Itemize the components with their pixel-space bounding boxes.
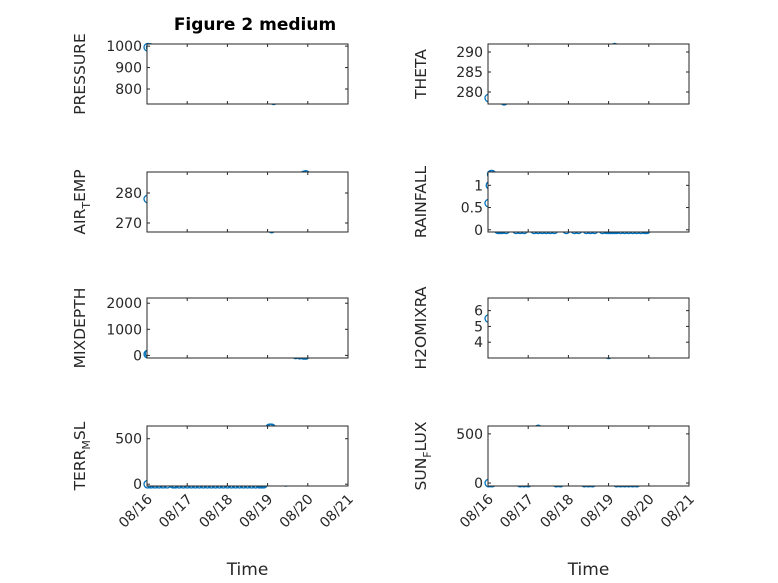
y-label-main: RAINFALL [412,165,430,238]
panel-pressure: 800 900 1000 PRESSURE [71,33,349,115]
axes-box [146,43,349,105]
x-tick-label: 08/16 [457,491,497,531]
x-tick-label: 08/19 [578,492,618,532]
panel-rainfall: 0 0.5 1 RAINFALL [412,165,690,239]
y-tick-label: 1 [474,178,483,194]
y-label-main: SUN [412,458,430,491]
axes-box [146,171,349,233]
panel-theta: 280 285 290 THETA [412,42,690,106]
y-axis-label: TERRMSL [71,421,93,491]
y-label-main: MIXDEPTH [71,288,89,369]
panel-mixdepth: 0 1000 2000 MIXDEPTH [71,288,349,369]
y-axis-label: RAINFALL [412,165,430,238]
y-axis-label: H2OMIXRA [412,286,430,369]
y-tick-label: 500 [115,432,142,448]
x-tick-label: 08/18 [196,492,236,532]
axes-box [487,43,690,105]
x-tick-label: 08/20 [277,492,317,532]
y-tick-label: 280 [456,85,483,101]
x-axis-title: Time [567,560,610,580]
y-tick-label: 800 [115,82,142,98]
x-tick-label: 08/17 [156,492,196,532]
y-tick-label: 0.5 [461,201,483,217]
y-tick-label: 0 [474,476,483,492]
x-tick-label: 08/16 [116,491,156,531]
y-axis-label: AIRTEMP [71,169,93,234]
axes-box [487,171,690,233]
x-tick-label: 08/20 [618,492,658,532]
panel-air-temp: 270 280 AIRTEMP [71,169,349,235]
x-tick-label: 08/17 [497,492,537,532]
y-tick-label: 1000 [106,322,142,338]
y-tick-label: 4 [474,335,483,351]
figure-title: Figure 2 medium [174,15,336,35]
y-label-subscript: M [80,440,93,450]
x-tick-label: 08/21 [658,492,698,532]
y-label-subscript: F [421,451,434,457]
y-label-main: TERR [71,449,89,491]
panel-h2omixra: 456 H2OMIXRA [412,286,690,370]
y-axis-label: THETA [412,49,430,100]
y-label-rest: LUX [412,421,430,451]
x-axis-title: Time [226,560,269,580]
y-tick-label: 270 [115,216,142,232]
y-tick-label: 6 [474,304,483,320]
y-label-main: THETA [412,49,430,100]
axes-box [146,297,349,359]
y-label-rest: EMP [71,169,89,202]
x-tick-label: 08/19 [237,492,277,532]
y-tick-label: 0 [133,477,142,493]
y-label-main: H2OMIXRA [412,286,430,369]
y-label-rest: SL [71,421,89,440]
y-tick-label: 290 [456,45,483,61]
y-label-main: PRESSURE [71,33,89,115]
y-label-main: AIR [71,208,89,234]
y-tick-label: 2000 [106,296,142,312]
y-tick-label: 5 [474,319,483,335]
x-axis-titles: Time Time [226,560,610,580]
y-tick-label: 285 [456,65,483,81]
y-tick-label: 0 [133,348,142,364]
x-tick-label: 08/18 [537,492,577,532]
y-tick-label: 280 [115,186,142,202]
x-tick-label: 08/21 [317,492,357,532]
axes-box [487,297,690,359]
y-tick-label: 0 [474,223,483,239]
panel-terr-msl: 0 500 TERRMSL 08/16 08/17 08/18 08/19 08/20 08/2… [71,421,357,531]
y-label-subscript: T [80,202,93,210]
y-tick-label: 900 [115,61,142,77]
y-tick-label: 1000 [106,39,142,55]
y-axis-label: PRESSURE [71,33,89,115]
axes-box [487,425,690,487]
panel-sun-flux: 0 500 SUNFLUX 08/16 08/17 08/18 08/19 08/20 08/2… [412,421,698,531]
y-axis-label: MIXDEPTH [71,288,89,369]
y-tick-label: 500 [456,427,483,443]
axes-box [146,425,349,487]
y-axis-label: SUNFLUX [412,421,434,490]
